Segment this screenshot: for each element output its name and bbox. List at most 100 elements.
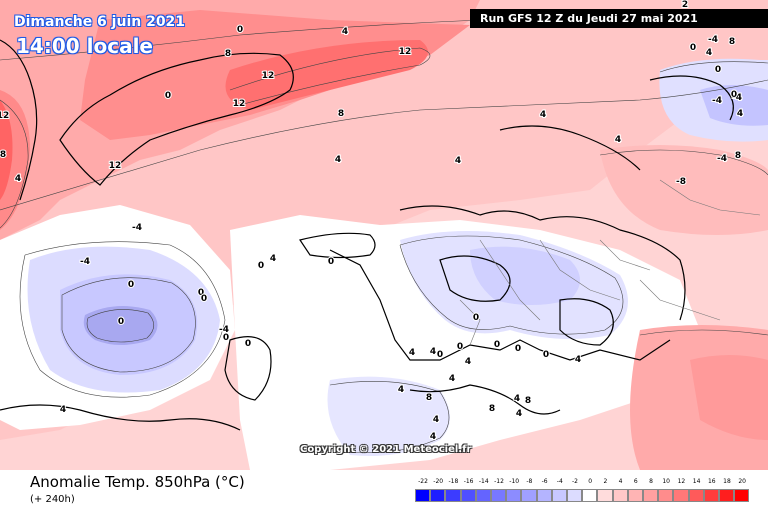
contour-label: -4 [132, 223, 142, 233]
contour-label: 4 [270, 254, 276, 264]
contour-label: 0 [328, 257, 334, 267]
copyright-notice: Copyright © 2021 Meteociel.fr [300, 444, 472, 455]
legend-swatch [673, 489, 689, 502]
legend-swatch [415, 489, 431, 502]
canada-coast [0, 39, 38, 201]
contour-label: 0 [258, 261, 264, 271]
isoline [61, 277, 196, 373]
contour-label: -4 [708, 35, 718, 45]
isoline [19, 241, 226, 398]
isoline [599, 149, 768, 176]
contour-label: 0 [715, 65, 721, 75]
map-canvas: 04812121212884444012288440-4-4400-4-4-8-… [0, 0, 768, 470]
contour-label: 4 [615, 135, 621, 145]
contour-label: 0 [198, 288, 204, 298]
contour-label: 4 [430, 432, 436, 442]
legend-swatch [567, 489, 583, 502]
contour-label: 8 [735, 151, 741, 161]
legend-label: 20 [738, 478, 746, 485]
forecast-time: 14:00 locale [16, 34, 153, 58]
europe-coast [399, 205, 686, 321]
contour-label: 0 [437, 350, 443, 360]
coastline [224, 336, 272, 401]
contour-label: 12 [262, 71, 275, 81]
legend-swatch [658, 489, 674, 502]
anomaly-map: 04812121212884444012288440-4-4400-4-4-8-… [0, 0, 768, 470]
border [639, 279, 721, 321]
contour-label: 0 [731, 90, 737, 100]
contour-label: 4 [342, 27, 348, 37]
scandinavia-coast [499, 125, 641, 171]
isoline [0, 99, 29, 229]
warm-zone [600, 145, 768, 235]
border [459, 299, 481, 346]
border [599, 239, 651, 271]
contour-label: 4 [540, 110, 546, 120]
contour-label: 4 [514, 394, 520, 404]
hot-zone [225, 40, 428, 110]
hot-zone [0, 100, 13, 200]
legend-swatch [460, 489, 476, 502]
isoline [229, 47, 431, 106]
contour-label: -4 [80, 257, 90, 267]
isoline [0, 79, 768, 211]
isoline [86, 309, 155, 343]
contour-label: 0 [515, 344, 521, 354]
contour-label: 4 [60, 405, 66, 415]
legend-swatch [536, 489, 552, 502]
legend-label: -8 [526, 478, 533, 485]
legend-label: 0 [588, 478, 593, 485]
forecast-date: Dimanche 6 juin 2021 [14, 14, 186, 30]
borders [459, 179, 761, 346]
coastline [559, 298, 614, 346]
legend-label: 18 [723, 478, 731, 485]
contour-label: 4 [737, 109, 743, 119]
contour-label: 4 [449, 374, 455, 384]
cold-zone [700, 85, 768, 126]
isoline [639, 329, 768, 336]
contour-label: 0 [457, 342, 463, 352]
cold-zone [470, 246, 580, 305]
contour-label: 0 [237, 25, 243, 35]
isoline [0, 19, 481, 61]
lead-time: (+ 240h) [30, 494, 75, 505]
contour-label: 0 [543, 350, 549, 360]
contour-label: 0 [118, 317, 124, 327]
legend-label: 6 [633, 478, 638, 485]
contour-label: 8 [489, 404, 495, 414]
contour-label: 12 [399, 47, 412, 57]
contour-label: 0 [128, 280, 134, 290]
contour-label: 0 [690, 43, 696, 53]
contour-label: 4 [433, 415, 439, 425]
contour-label: 8 [0, 150, 6, 160]
africa-coast [409, 384, 561, 415]
legend-swatch [734, 489, 750, 502]
contour-label: -4 [219, 325, 229, 335]
legend-swatch [430, 489, 446, 502]
contour-label: 8 [525, 396, 531, 406]
legend-swatch [688, 489, 704, 502]
contour-label: 0 [494, 340, 500, 350]
cold-zone [327, 376, 450, 456]
legend-swatch [643, 489, 659, 502]
legend-label: -22 [418, 478, 428, 485]
contour-label: 0 [245, 339, 251, 349]
greenland-coast [59, 52, 294, 186]
contour-label: 0 [223, 333, 229, 343]
contour-label: 4 [516, 409, 522, 419]
legend-label: 16 [707, 478, 716, 485]
contour-label: 12 [109, 161, 122, 171]
legend-label: 12 [677, 478, 686, 485]
legend-swatch [612, 489, 628, 502]
isolines [0, 19, 768, 454]
contour-label: 8 [729, 37, 735, 47]
contour-label: 4 [398, 385, 404, 395]
legend-label: 14 [692, 478, 701, 485]
legend-label: -12 [494, 478, 504, 485]
contour-label: 4 [575, 355, 581, 365]
coastlines [0, 39, 734, 431]
border [659, 179, 761, 216]
isoline [329, 380, 450, 454]
legend-label: -6 [541, 478, 548, 485]
